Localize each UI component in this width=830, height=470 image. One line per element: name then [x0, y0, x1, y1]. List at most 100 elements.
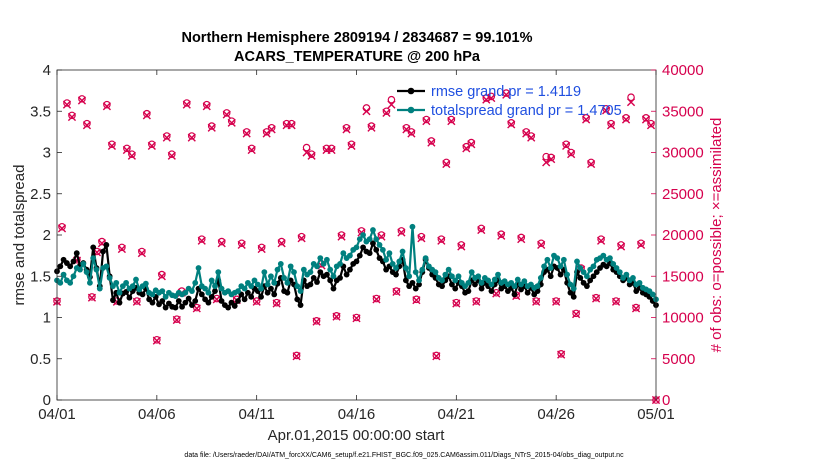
- rmse-point: [370, 240, 376, 247]
- rmse-point: [472, 281, 478, 288]
- obs-assimilated-point: [487, 93, 496, 103]
- rmse-point: [248, 293, 255, 300]
- totalspread-point: [630, 275, 636, 281]
- rmse-point: [577, 275, 584, 281]
- obs-assimilated-point: [552, 297, 561, 306]
- rmse-point: [212, 288, 218, 294]
- totalspread-point: [465, 279, 472, 286]
- obs-possible-point: [592, 293, 600, 302]
- obs-assimilated-point: [147, 141, 156, 150]
- obs-possible-point: [242, 128, 251, 136]
- totalspread-point: [353, 244, 360, 251]
- plot-area: [57, 70, 656, 400]
- obs-possible-point: [487, 92, 496, 101]
- rmse-point: [297, 302, 304, 309]
- obs-assimilated-point: [427, 138, 436, 147]
- rmse-point: [347, 266, 353, 273]
- obs-assimilated-point: [307, 151, 316, 160]
- obs-possible-point: [63, 99, 71, 107]
- rmse-point: [175, 298, 182, 304]
- totalspread-point: [182, 289, 189, 296]
- totalspread-point: [356, 236, 363, 243]
- totalspread-point: [564, 271, 571, 278]
- obs-assimilated-point: [567, 150, 576, 159]
- rmse-point: [284, 289, 291, 296]
- totalspread-point: [580, 269, 587, 276]
- y-left-tick-label: 4: [43, 62, 51, 79]
- rmse-point: [192, 298, 199, 304]
- rmse-point: [314, 279, 320, 285]
- obs-possible-point: [118, 243, 126, 252]
- obs-possible-point: [377, 231, 386, 239]
- obs-assimilated-point: [67, 112, 77, 122]
- rmse-point: [327, 277, 334, 284]
- x-axis-label: Apr.01,2015 00:00:00 start: [268, 427, 446, 444]
- obs-possible-point: [647, 119, 655, 128]
- obs-possible-point: [502, 89, 511, 97]
- totalspread-point: [600, 252, 607, 259]
- totalspread-point: [261, 269, 268, 276]
- totalspread-point: [320, 260, 327, 267]
- totalspread-point: [452, 277, 459, 284]
- obs-possible-point: [447, 115, 456, 124]
- rmse-point: [116, 299, 123, 306]
- rmse-point: [103, 242, 110, 248]
- rmse-point: [126, 294, 133, 301]
- totalspread-point: [396, 258, 403, 265]
- totalspread-point: [439, 277, 445, 284]
- totalspread-point: [560, 256, 567, 263]
- obs-assimilated-point: [117, 244, 126, 254]
- obs-possible-point: [417, 232, 426, 241]
- obs-possible-point: [617, 241, 625, 249]
- obs-possible-point: [332, 312, 341, 320]
- obs-assimilated-point: [457, 242, 466, 251]
- obs-possible-point: [68, 111, 76, 120]
- obs-possible-point: [237, 239, 246, 248]
- totalspread-point: [422, 255, 429, 261]
- totalspread-point: [475, 273, 482, 280]
- x-tick-label: 04/26: [537, 406, 575, 423]
- obs-possible-point: [123, 144, 131, 153]
- obs-possible-point: [352, 313, 361, 322]
- obs-assimilated-point: [387, 100, 396, 109]
- totalspread-point: [495, 271, 501, 278]
- obs-possible-point: [227, 117, 236, 125]
- obs-assimilated-point: [197, 236, 206, 245]
- obs-assimilated-point: [167, 151, 176, 160]
- obs-possible-point: [467, 138, 476, 147]
- rmse-point: [337, 275, 343, 281]
- obs-possible-point: [532, 297, 541, 305]
- totalspread-point: [610, 260, 617, 267]
- obs-assimilated-point: [267, 125, 276, 134]
- totalspread-point: [537, 275, 544, 281]
- totalspread-point: [511, 283, 518, 290]
- totalspread-point: [370, 227, 376, 233]
- y-axis-left: 0 0.5 1 1.5 2 2.5 3 3.5 4: [30, 62, 62, 409]
- rmse-point: [198, 291, 205, 298]
- totalspread-point: [449, 273, 455, 280]
- obs-assimilated-point: [187, 133, 196, 142]
- obs-possible-point: [158, 270, 166, 279]
- obs-assimilated-point: [646, 121, 656, 130]
- obs-possible-point: [402, 123, 411, 132]
- totalspread-point: [323, 256, 330, 263]
- rmse-point: [409, 279, 416, 286]
- rmse-point: [73, 250, 80, 257]
- obs-assimilated-point: [472, 297, 481, 306]
- obs-assimilated-point: [442, 159, 451, 169]
- totalspread-point: [294, 283, 301, 290]
- y-right-tick-label: 0: [662, 392, 670, 409]
- totalspread-point: [521, 278, 528, 285]
- totalspread-point: [300, 266, 307, 273]
- totalspread-point: [264, 281, 271, 288]
- obs-assimilated-point: [62, 100, 72, 109]
- obs-assimilated-point: [162, 133, 171, 142]
- obs-assimilated-point: [507, 120, 516, 129]
- rmse-point: [330, 285, 337, 292]
- series-lines: [54, 223, 659, 311]
- obs-possible-point: [572, 309, 580, 318]
- rmse-point: [110, 297, 116, 304]
- rmse-point: [511, 291, 518, 298]
- rmse-point: [323, 271, 330, 278]
